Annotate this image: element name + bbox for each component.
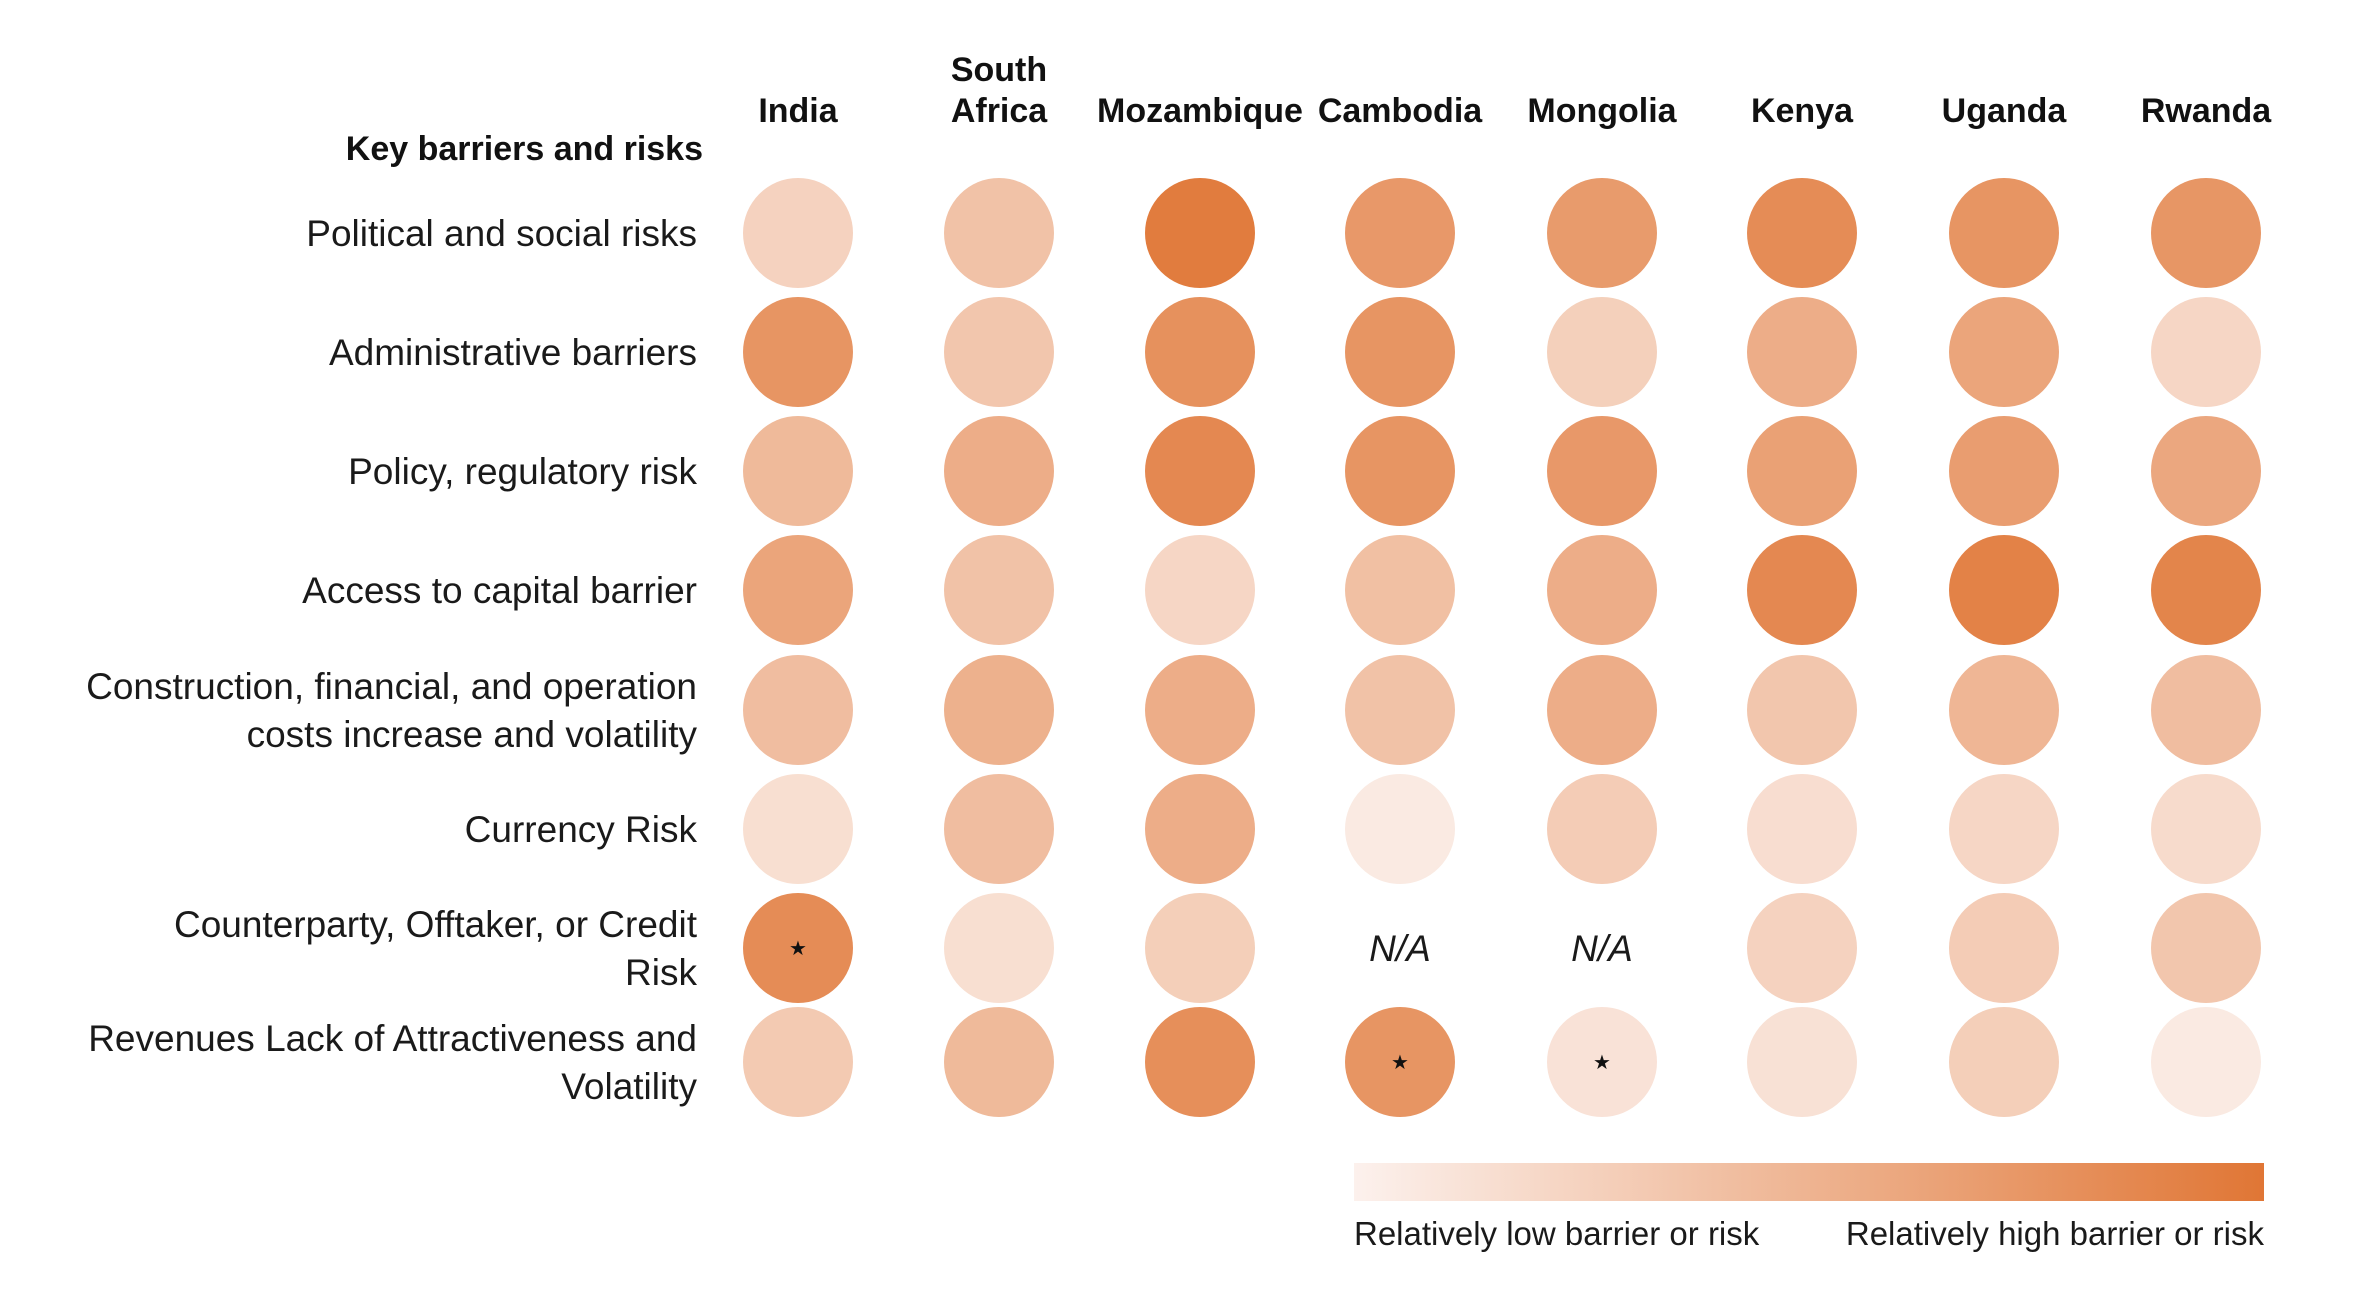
row-label: Revenues Lack of Attractiveness and <box>88 1018 697 1059</box>
heatmap-cell <box>2151 535 2261 645</box>
column-header: Africa <box>951 92 1048 130</box>
heatmap-cell <box>1547 535 1657 645</box>
heatmap-cell <box>1747 535 1857 645</box>
heatmap-cell <box>1949 1007 2059 1117</box>
heatmap-cell <box>1747 1007 1857 1117</box>
heatmap-cell <box>1949 893 2059 1003</box>
row-label: Policy, regulatory risk <box>348 451 697 492</box>
heatmap-cell <box>2151 416 2261 526</box>
heatmap-cell <box>2151 178 2261 288</box>
heatmap-cell <box>2151 1007 2261 1117</box>
row-labels: Political and social risks Administrative… <box>86 213 698 1107</box>
na-cell-label: N/A <box>1571 928 1633 969</box>
heatmap-cell <box>1747 655 1857 765</box>
heatmap-cell <box>944 1007 1054 1117</box>
na-cell-label: N/A <box>1369 928 1431 969</box>
heatmap-cell <box>1949 297 2059 407</box>
legend-low-label: Relatively low barrier or risk <box>1354 1215 1760 1252</box>
row-label: Counterparty, Offtaker, or Credit <box>174 904 698 945</box>
star-marker: ★ <box>1391 1050 1409 1074</box>
heatmap-cell <box>1949 416 2059 526</box>
star-marker: ★ <box>789 936 807 960</box>
row-label: costs increase and volatility <box>247 714 698 755</box>
heatmap-cell <box>1747 893 1857 1003</box>
heatmap-cell <box>1547 1007 1657 1117</box>
heatmap-cell <box>1747 416 1857 526</box>
heatmap-cell <box>2151 655 2261 765</box>
heatmap-cells: ★ N/A N/A ★ ★ <box>743 178 2261 1117</box>
row-label: Volatility <box>561 1066 697 1107</box>
heatmap-cell <box>1145 297 1255 407</box>
heatmap-cell <box>743 655 853 765</box>
heatmap-cell <box>944 655 1054 765</box>
heatmap-cell <box>1145 416 1255 526</box>
row-label: Access to capital barrier <box>302 570 697 611</box>
legend-high-label: Relatively high barrier or risk <box>1846 1215 2265 1252</box>
heatmap-cell <box>944 416 1054 526</box>
heatmap-cell <box>1547 416 1657 526</box>
column-header: Mozambique <box>1097 92 1303 130</box>
heatmap-cell <box>1949 535 2059 645</box>
row-label: Risk <box>625 952 697 993</box>
heatmap-cell <box>1747 774 1857 884</box>
row-label: Construction, financial, and operation <box>86 666 697 707</box>
heatmap-cell <box>2151 774 2261 884</box>
heatmap-cell <box>1547 655 1657 765</box>
heatmap-cell <box>1547 297 1657 407</box>
heatmap-cell <box>1345 535 1455 645</box>
heatmap-cell <box>1747 297 1857 407</box>
heatmap-cell <box>944 297 1054 407</box>
heatmap-cell <box>743 774 853 884</box>
column-header: Rwanda <box>2141 92 2272 130</box>
row-label: Currency Risk <box>465 809 698 850</box>
heatmap-cell <box>1949 774 2059 884</box>
legend-gradient-bar <box>1354 1163 2264 1201</box>
heatmap-cell <box>743 893 853 1003</box>
column-header: Uganda <box>1942 92 2068 130</box>
heatmap-cell <box>944 893 1054 1003</box>
heatmap-cell <box>1345 297 1455 407</box>
heatmap-cell <box>1949 655 2059 765</box>
star-marker: ★ <box>1593 1050 1611 1074</box>
column-header: Mongolia <box>1527 92 1677 130</box>
heatmap-cell <box>743 416 853 526</box>
row-label: Administrative barriers <box>329 332 697 373</box>
heatmap-cell <box>1145 1007 1255 1117</box>
heatmap-cell <box>1949 178 2059 288</box>
heatmap-cell <box>1145 178 1255 288</box>
heatmap-cell <box>1345 1007 1455 1117</box>
heatmap-cell <box>743 535 853 645</box>
heatmap-cell <box>2151 297 2261 407</box>
column-header: Cambodia <box>1318 92 1483 130</box>
heatmap-cell <box>1345 178 1455 288</box>
heatmap-cell <box>1145 535 1255 645</box>
heatmap-cell <box>1345 655 1455 765</box>
heatmap-cell <box>944 774 1054 884</box>
heatmap-cell <box>1145 774 1255 884</box>
heatmap-cell <box>743 1007 853 1117</box>
column-header: South <box>951 51 1047 89</box>
heatmap-cell <box>1345 774 1455 884</box>
heatmap-cell <box>743 297 853 407</box>
heatmap-cell <box>944 535 1054 645</box>
heatmap-cell <box>1747 178 1857 288</box>
heatmap-cell <box>1145 893 1255 1003</box>
heatmap-cell <box>2151 893 2261 1003</box>
heatmap-cell <box>944 178 1054 288</box>
column-header: Kenya <box>1751 92 1854 130</box>
row-header-title: Key barriers and risks <box>346 130 703 168</box>
heatmap-cell <box>1547 774 1657 884</box>
heatmap-cell <box>1345 416 1455 526</box>
column-header: India <box>758 92 838 130</box>
color-legend: Relatively low barrier or risk Relativel… <box>1354 1163 2264 1252</box>
row-label: Political and social risks <box>306 213 697 254</box>
heatmap-cell <box>1547 178 1657 288</box>
heatmap-cell <box>743 178 853 288</box>
heatmap-cell <box>1145 655 1255 765</box>
